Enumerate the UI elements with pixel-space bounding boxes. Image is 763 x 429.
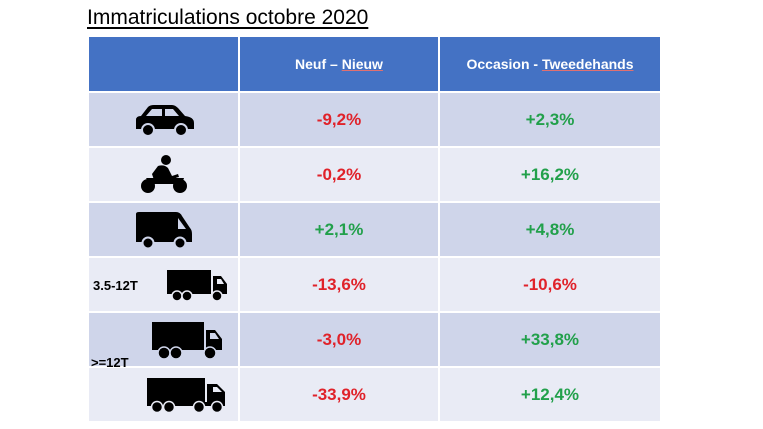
- weight-label: >=12T: [91, 355, 129, 370]
- header-new-nl: Nieuw: [341, 56, 383, 72]
- header-row: Neuf – Nieuw Occasion - Tweedehands: [87, 35, 662, 93]
- used-value: +4,8%: [438, 201, 662, 258]
- truck-icon: [167, 269, 227, 302]
- weight-label: 3.5-12T: [93, 278, 138, 293]
- used-value: +33,8%: [438, 311, 662, 368]
- van-icon: [135, 211, 192, 249]
- new-value: +2,1%: [238, 201, 440, 258]
- table-row: 3.5-12T -13,6% -10,6%: [87, 256, 662, 313]
- semi-truck-icon: [147, 377, 225, 413]
- car-icon: [135, 104, 194, 137]
- new-value: -33,9%: [238, 366, 440, 423]
- used-value: +12,4%: [438, 366, 662, 423]
- new-value: -3,0%: [238, 311, 440, 368]
- truck-icon: [152, 321, 222, 360]
- table-row: -9,2% +2,3%: [87, 91, 662, 148]
- new-value: -0,2%: [238, 146, 440, 203]
- vehicle-cell: >=12T: [87, 311, 240, 370]
- vehicle-cell: [87, 201, 240, 258]
- header-used: Occasion - Tweedehands: [438, 35, 662, 93]
- new-value: -9,2%: [238, 91, 440, 148]
- vehicle-cell: [87, 366, 240, 423]
- header-new-fr: Neuf –: [295, 56, 342, 72]
- header-used-nl: Tweedehands: [541, 56, 634, 72]
- header-new: Neuf – Nieuw: [238, 35, 440, 93]
- vehicle-cell: [87, 146, 240, 203]
- page-title: Immatriculations octobre 2020: [87, 6, 369, 29]
- vehicle-cell: 3.5-12T: [87, 256, 240, 313]
- table-row: -0,2% +16,2%: [87, 146, 662, 203]
- motorcycle-icon: [138, 154, 189, 195]
- used-value: -10,6%: [438, 256, 662, 313]
- table-row: +2,1% +4,8%: [87, 201, 662, 258]
- used-value: +2,3%: [438, 91, 662, 148]
- vehicle-cell: [87, 91, 240, 148]
- used-value: +16,2%: [438, 146, 662, 203]
- header-empty: [87, 35, 240, 93]
- header-used-fr: Occasion -: [466, 56, 542, 72]
- table-row: -33,9% +12,4%: [87, 366, 662, 423]
- new-value: -13,6%: [238, 256, 440, 313]
- table-row: >=12T -3,0% +33,8%: [87, 311, 662, 370]
- registrations-table: Neuf – Nieuw Occasion - Tweedehands -9,2…: [87, 35, 662, 423]
